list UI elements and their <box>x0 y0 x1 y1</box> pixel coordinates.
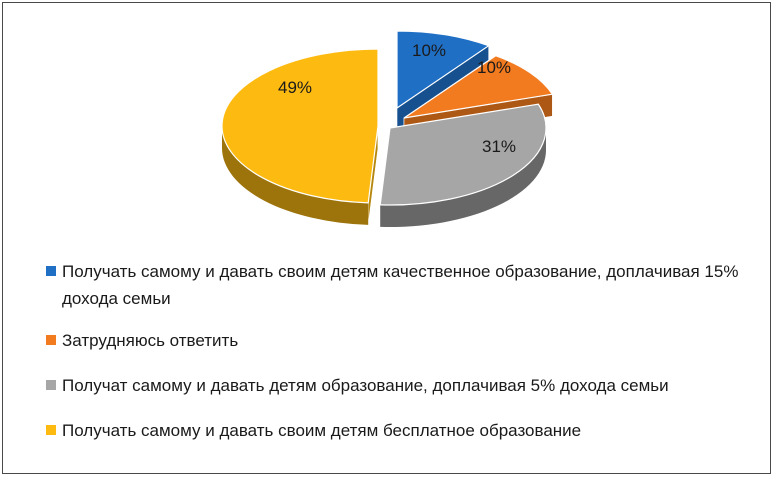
legend-swatch <box>46 380 56 390</box>
legend-label: Получать самому и давать своим детям кач… <box>62 262 739 308</box>
legend-swatch <box>46 335 56 345</box>
chart-frame <box>2 2 771 474</box>
slice-value-label: 49% <box>278 78 312 97</box>
slice-value-label: 31% <box>482 137 516 156</box>
legend-label: Получат самому и давать детям образовани… <box>62 376 669 395</box>
pie-slice <box>221 48 379 204</box>
legend-item-free-education: Получать самому и давать своим детям бес… <box>46 417 756 444</box>
legend-item-quality-education: Получать самому и давать своим детям кач… <box>46 258 756 312</box>
legend-item-five-percent: Получат самому и давать детям образовани… <box>46 372 756 399</box>
pie-slice <box>379 103 547 206</box>
legend-swatch <box>46 266 56 276</box>
legend-label: Затрудняюсь ответить <box>62 331 239 350</box>
slice-value-label: 10% <box>412 41 446 60</box>
legend-swatch <box>46 425 56 435</box>
slice-value-label: 10% <box>477 58 511 77</box>
legend-label: Получать самому и давать своим детям бес… <box>62 421 582 440</box>
pie-slice <box>396 30 491 110</box>
legend: Получать самому и давать своим детям кач… <box>46 258 756 444</box>
pie-tops <box>221 30 554 206</box>
pie-labels: 10% 10% 31% 49% <box>278 41 516 156</box>
pie-slice <box>403 55 554 119</box>
slice-side <box>380 128 546 227</box>
legend-item-undecided: Затрудняюсь ответить <box>46 327 756 354</box>
